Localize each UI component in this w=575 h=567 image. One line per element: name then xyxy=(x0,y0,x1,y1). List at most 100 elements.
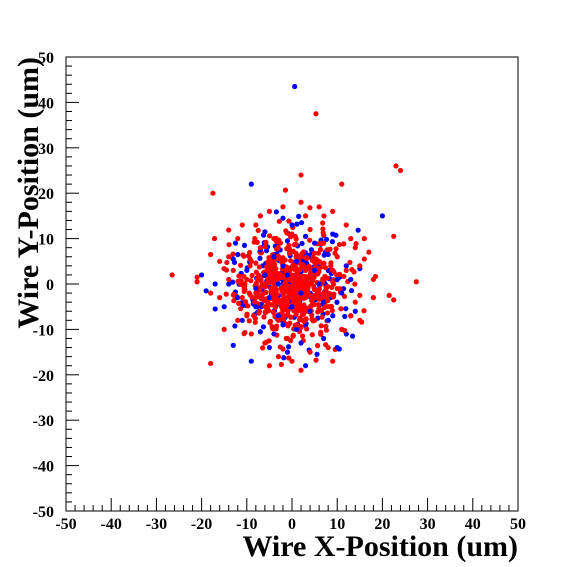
red-point xyxy=(309,312,315,318)
red-point xyxy=(318,329,324,335)
blue-point xyxy=(321,335,327,342)
red-point xyxy=(230,292,237,298)
blue-point xyxy=(314,351,320,357)
blue-point xyxy=(257,329,263,335)
blue-point xyxy=(325,317,331,323)
red-point xyxy=(266,267,272,273)
red-point xyxy=(289,284,295,290)
red-point xyxy=(338,306,344,312)
red-point xyxy=(284,299,291,305)
red-point xyxy=(308,281,314,287)
red-point xyxy=(266,208,272,214)
blue-point xyxy=(266,344,272,351)
axis-ticks xyxy=(65,56,519,512)
red-point xyxy=(247,263,253,269)
red-point xyxy=(298,306,304,312)
blue-point xyxy=(308,247,315,253)
red-point xyxy=(348,313,354,319)
blue-point xyxy=(203,288,209,294)
red-point xyxy=(244,276,250,283)
red-point xyxy=(276,297,282,303)
red-point xyxy=(316,258,322,264)
red-point xyxy=(251,313,257,319)
red-point xyxy=(249,272,255,279)
red-point xyxy=(320,232,327,238)
red-point xyxy=(252,319,258,325)
red-point xyxy=(169,272,175,278)
y-tick-label: 30 xyxy=(38,141,54,158)
red-point xyxy=(236,300,242,306)
red-point xyxy=(334,254,340,260)
blue-point xyxy=(348,276,354,283)
blue-point xyxy=(263,248,270,254)
red-point xyxy=(302,213,309,219)
red-point xyxy=(329,307,335,314)
red-point xyxy=(293,271,299,277)
red-point xyxy=(273,266,279,272)
red-point xyxy=(242,330,248,336)
red-point xyxy=(318,307,325,314)
blue-point xyxy=(343,306,349,312)
red-point xyxy=(325,344,331,351)
red-point xyxy=(300,311,307,317)
blue-point xyxy=(212,306,218,312)
blue-point xyxy=(248,358,254,364)
red-point xyxy=(267,272,274,278)
red-point xyxy=(253,222,259,228)
red-point xyxy=(253,269,259,275)
red-point xyxy=(325,304,331,310)
red-point xyxy=(266,276,273,282)
x-tick-label: 10 xyxy=(329,516,345,533)
blue-point xyxy=(293,258,300,264)
red-point xyxy=(257,245,263,251)
red-point xyxy=(320,295,326,301)
red-point xyxy=(280,258,286,264)
red-point xyxy=(280,316,287,322)
red-point xyxy=(253,290,259,296)
red-point xyxy=(289,289,295,295)
blue-point xyxy=(284,349,291,355)
blue-point xyxy=(334,299,340,305)
red-point xyxy=(288,314,294,320)
blue-point xyxy=(340,286,347,292)
blue-point xyxy=(260,324,267,330)
red-point xyxy=(266,338,272,344)
blue-point xyxy=(275,313,282,319)
red-point xyxy=(255,227,261,234)
blue-point xyxy=(379,213,385,219)
red-point xyxy=(266,233,273,239)
blue-point xyxy=(244,267,250,273)
x-tick-label: -30 xyxy=(146,516,167,533)
blue-point xyxy=(312,267,318,273)
red-point xyxy=(248,331,254,337)
red-point xyxy=(352,281,358,287)
blue-point xyxy=(289,222,295,228)
red-point xyxy=(268,288,274,295)
x-tick-label: 40 xyxy=(465,516,481,533)
blue-point xyxy=(298,340,304,346)
red-point xyxy=(208,251,214,258)
red-point xyxy=(370,276,376,283)
x-tick-label: 30 xyxy=(420,516,436,533)
red-point xyxy=(357,292,363,298)
red-point xyxy=(320,264,326,270)
blue-point xyxy=(226,281,232,287)
x-tick-labels: -50 -40 -30 -20 -10 0 10 20 30 40 50 xyxy=(55,516,526,533)
red-point xyxy=(272,276,278,282)
blue-point xyxy=(292,83,298,90)
red-point xyxy=(348,236,354,242)
red-point xyxy=(260,345,266,351)
red-point xyxy=(361,256,367,262)
x-tick-label: -50 xyxy=(55,516,76,533)
red-point xyxy=(309,293,315,300)
red-point xyxy=(357,317,363,323)
blue-point xyxy=(235,251,241,258)
blue-point xyxy=(296,213,302,219)
red-point xyxy=(324,294,330,300)
red-point xyxy=(194,274,200,280)
red-point xyxy=(298,199,304,205)
red-point xyxy=(291,242,297,248)
red-point xyxy=(330,281,337,287)
red-point xyxy=(361,236,367,242)
